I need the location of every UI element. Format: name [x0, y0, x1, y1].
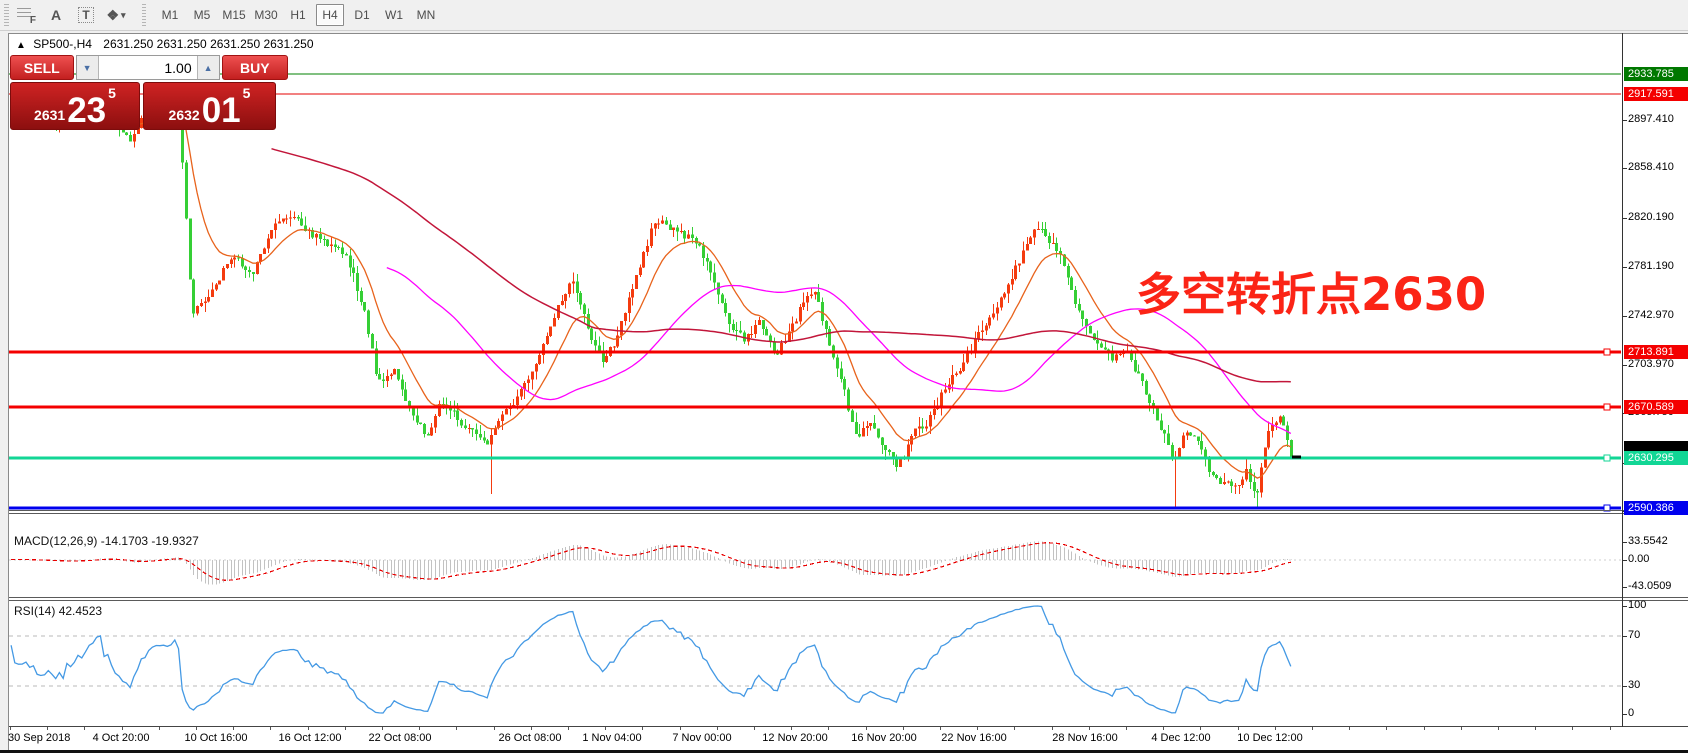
date-label: 22 Nov 16:00	[941, 732, 1007, 744]
toolbar-drag-handle[interactable]	[2, 4, 11, 26]
volume-input[interactable]	[98, 56, 197, 79]
borders	[8, 33, 1688, 750]
date-label: 26 Oct 08:00	[498, 732, 562, 744]
rsi-line	[10, 605, 1292, 714]
hline-handle[interactable]	[1603, 454, 1611, 462]
volume-stepper: ▼ ▲	[75, 55, 220, 80]
profile-grid-icon-glyph: F	[16, 6, 36, 26]
price-tick-label: 2820.190	[1628, 211, 1674, 223]
chart-text-annotation: 多空转折点2630	[1136, 268, 1487, 321]
sell-quote[interactable]: 2631 23 5	[10, 82, 140, 130]
toolbar: F A T ❖ ▾ M1 M5 M15 M30 H1 H4 D1 W1 MN	[0, 0, 1688, 31]
price-tick-label: 2781.190	[1628, 260, 1674, 272]
text-label-icon[interactable]: T	[73, 3, 99, 27]
date-label: 1 Nov 04:00	[582, 732, 642, 744]
date-label: 12 Nov 20:00	[762, 732, 828, 744]
buy-price-sup: 5	[242, 85, 251, 101]
macd-label: MACD(12,26,9) -14.1703 -19.9327	[14, 534, 199, 548]
price-badge: 2713.891	[1624, 345, 1688, 359]
ohlc-values: 2631.250 2631.250 2631.250 2631.250	[103, 37, 314, 51]
indicator-tick-label: 30	[1628, 679, 1641, 691]
indicator-tick-label: 100	[1628, 599, 1647, 611]
symbol-label: SP500-,H4	[33, 37, 92, 51]
sell-price-big: 23	[67, 90, 107, 130]
timeframe-m30[interactable]: M30	[254, 8, 278, 22]
indicator-tick-label: 0.00	[1628, 553, 1650, 565]
date-label: 16 Nov 20:00	[851, 732, 917, 744]
sell-price-sup: 5	[108, 85, 116, 101]
ma-mid-line	[386, 266, 1292, 435]
buy-price-big: 01	[201, 90, 241, 130]
timeframe-m5[interactable]: M5	[193, 8, 211, 22]
ma-fast-line	[11, 105, 1292, 479]
toolbar-separator	[141, 4, 148, 26]
price-tick-label: 2897.410	[1628, 113, 1674, 125]
timeframe-h1[interactable]: H1	[290, 8, 306, 22]
profile-grid-icon[interactable]: F	[13, 3, 39, 27]
date-label: 30 Sep 2018	[8, 732, 71, 744]
timeframe-m1[interactable]: M1	[161, 8, 179, 22]
price-badge: 2670.589	[1624, 400, 1688, 414]
price-tick-label: 2742.970	[1628, 309, 1674, 321]
objects-dropdown-caret[interactable]: ▾	[121, 9, 126, 20]
chart-header: ▲ SP500-,H4 2631.250 2631.250 2631.250 2…	[16, 37, 314, 51]
price-direction-icon: ▲	[16, 40, 26, 51]
last-price-marker	[1291, 455, 1301, 459]
text-label-glyph: T	[78, 7, 94, 23]
price-tick-label: 2858.410	[1628, 161, 1674, 173]
date-label: 28 Nov 16:00	[1052, 732, 1118, 744]
indicator-tick-label: 70	[1628, 629, 1641, 641]
price-badge: 2933.785	[1624, 67, 1688, 81]
buy-button[interactable]: BUY	[221, 55, 288, 80]
volume-decrease-button[interactable]: ▼	[76, 56, 99, 79]
date-label: 4 Dec 12:00	[1151, 732, 1211, 744]
indicator-tick-label: 0	[1628, 707, 1635, 719]
rsi-pane	[9, 605, 1621, 714]
objects-icon[interactable]: ❖ ▾	[103, 3, 129, 27]
timeframe-m15[interactable]: M15	[222, 8, 246, 22]
sell-button[interactable]: SELL	[10, 55, 74, 80]
hline-handle[interactable]	[1603, 348, 1611, 356]
horizontal-lines	[9, 73, 1621, 512]
ma-slow-line	[271, 147, 1291, 383]
price-badge: 2917.591	[1624, 87, 1688, 101]
timeframe-mn[interactable]: MN	[416, 8, 436, 22]
volume-increase-button[interactable]: ▲	[196, 56, 219, 79]
date-label: 10 Oct 16:00	[184, 732, 248, 744]
macd-signal-line	[11, 542, 1291, 581]
indicator-tick-label: -43.0509	[1628, 580, 1672, 592]
date-label: 4 Oct 20:00	[92, 732, 150, 744]
date-label: 22 Oct 08:00	[368, 732, 432, 744]
text-annotation-glyph: A	[50, 7, 62, 23]
bottom-divider	[0, 750, 1688, 753]
text-annotation-icon[interactable]: A	[43, 3, 69, 27]
date-label: 10 Dec 12:00	[1237, 732, 1303, 744]
date-label: 7 Nov 00:00	[672, 732, 732, 744]
timeframe-buttons: M1 M5 M15 M30 H1 H4 D1 W1 MN	[154, 4, 442, 26]
price-badge: 2590.386	[1624, 501, 1688, 515]
one-click-trading-panel: SELL ▼ ▲ BUY 2631 23 5 2632 01 5	[10, 55, 288, 130]
rsi-label: RSI(14) 42.4523	[14, 604, 103, 618]
moving-averages	[11, 105, 1292, 479]
objects-glyph: ❖	[106, 6, 120, 23]
buy-price-small: 2632	[168, 107, 200, 123]
timeframe-h4[interactable]: H4	[316, 4, 344, 26]
macd-pane	[9, 541, 1621, 585]
price-tick-label: 2703.970	[1628, 358, 1674, 370]
buy-quote[interactable]: 2632 01 5	[143, 82, 276, 130]
indicator-tick-label: 33.5542	[1628, 535, 1668, 547]
hline-handle[interactable]	[1603, 403, 1611, 411]
timeframe-w1[interactable]: W1	[385, 8, 403, 22]
price-badge: 2630.295	[1624, 451, 1688, 465]
timeframe-d1[interactable]: D1	[354, 8, 370, 22]
sell-price-small: 2631	[34, 107, 66, 123]
date-label: 16 Oct 12:00	[278, 732, 342, 744]
